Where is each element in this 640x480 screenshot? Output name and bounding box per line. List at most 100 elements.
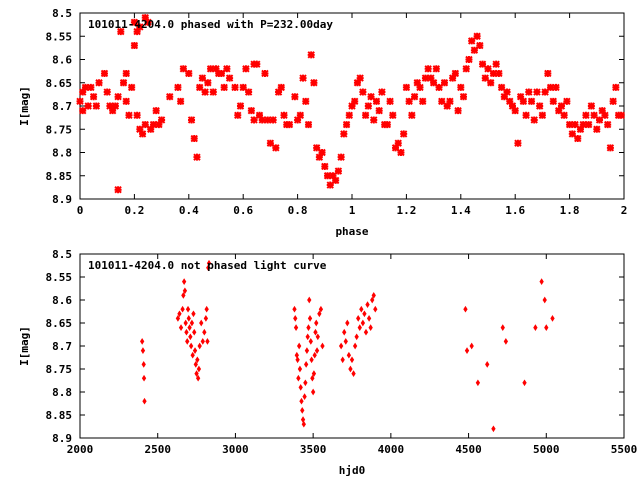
data-point (503, 88, 511, 96)
data-point (206, 65, 215, 73)
data-point (356, 74, 364, 82)
data-point (142, 397, 147, 405)
data-point (348, 102, 356, 110)
data-point (166, 92, 174, 101)
data-point (269, 116, 277, 124)
x-tick-label: 4000 (378, 443, 405, 456)
data-point (353, 79, 362, 87)
data-point (359, 88, 367, 96)
data-point (195, 83, 204, 92)
data-point (149, 120, 158, 129)
data-point (345, 111, 353, 120)
unphased-y-tick-labels: 8.5 8.55 8.6 8.65 8.7 8.75 8.8 8.85 8.9 (46, 248, 73, 445)
data-point (141, 374, 147, 382)
data-point (133, 111, 141, 120)
data-point (357, 324, 362, 331)
data-point (176, 97, 185, 106)
data-point (277, 83, 285, 92)
data-point (106, 102, 114, 110)
y-tick-label: 8.5 (52, 248, 72, 261)
data-point (231, 83, 239, 92)
data-point (147, 125, 155, 133)
data-point (338, 342, 344, 350)
data-point (305, 333, 310, 341)
data-point (360, 319, 366, 327)
data-point (367, 92, 375, 101)
data-point (365, 301, 370, 308)
data-point (177, 310, 182, 318)
data-point (481, 74, 489, 82)
y-tick-label: 8.9 (52, 432, 72, 445)
data-point (183, 319, 188, 327)
data-point (84, 102, 92, 110)
data-point (454, 106, 462, 115)
data-point (127, 83, 136, 92)
data-point (522, 379, 527, 387)
data-point (189, 319, 195, 327)
data-point (293, 116, 302, 124)
x-tick-label: 1.6 (505, 204, 525, 217)
data-point (421, 74, 430, 82)
x-tick-label: 0.4 (179, 204, 199, 217)
data-point (366, 315, 372, 322)
data-point (198, 74, 207, 82)
data-point (304, 120, 313, 129)
data-point (364, 102, 373, 110)
data-point (539, 278, 544, 285)
unphased-x-axis-label: hjd0 (339, 464, 366, 477)
data-point (323, 172, 332, 180)
data-point (492, 60, 500, 68)
x-tick-label: 3000 (222, 443, 249, 456)
data-point (114, 185, 122, 194)
x-tick-label: 2500 (144, 443, 171, 456)
data-point (140, 338, 145, 345)
data-point (419, 97, 427, 106)
phased-x-axis-label: phase (335, 225, 368, 238)
unphased-light-curve-panel: 2000 2500 3000 3500 4000 4500 5000 5500 8.5 8.55… (18, 248, 637, 477)
data-point (500, 324, 505, 331)
data-point (389, 111, 397, 120)
data-point (193, 361, 198, 368)
data-point (544, 69, 552, 78)
data-point (141, 120, 149, 129)
y-tick-label: 8.85 (46, 170, 73, 183)
data-point (457, 83, 465, 92)
data-point (476, 41, 484, 50)
data-point (363, 328, 369, 336)
data-point (92, 102, 101, 110)
data-point (301, 420, 306, 428)
data-point (340, 356, 345, 364)
data-point (351, 370, 356, 377)
x-tick-label: 2000 (67, 443, 94, 456)
y-tick-label: 8.85 (46, 409, 73, 422)
data-point (136, 125, 144, 133)
data-point (527, 97, 536, 106)
data-point (598, 106, 606, 115)
data-point (250, 116, 258, 124)
data-point (487, 79, 495, 87)
data-point (440, 79, 449, 87)
data-point (298, 384, 303, 391)
data-point (193, 153, 201, 161)
data-point (81, 83, 90, 92)
y-tick-label: 8.8 (52, 147, 72, 160)
data-point (299, 397, 304, 405)
data-point (603, 120, 612, 129)
data-point (192, 347, 198, 354)
data-point (497, 83, 506, 92)
data-point (76, 97, 84, 106)
data-point (394, 139, 402, 147)
data-point (584, 120, 593, 129)
data-point (309, 356, 314, 364)
data-point (593, 125, 601, 133)
data-point (225, 74, 234, 82)
x-tick-label: 1.4 (451, 204, 471, 217)
data-point (317, 310, 322, 318)
data-point (280, 111, 288, 120)
data-point (217, 69, 226, 78)
data-point (155, 120, 163, 129)
data-point (448, 74, 457, 82)
data-point (311, 370, 317, 377)
data-point (563, 97, 571, 106)
